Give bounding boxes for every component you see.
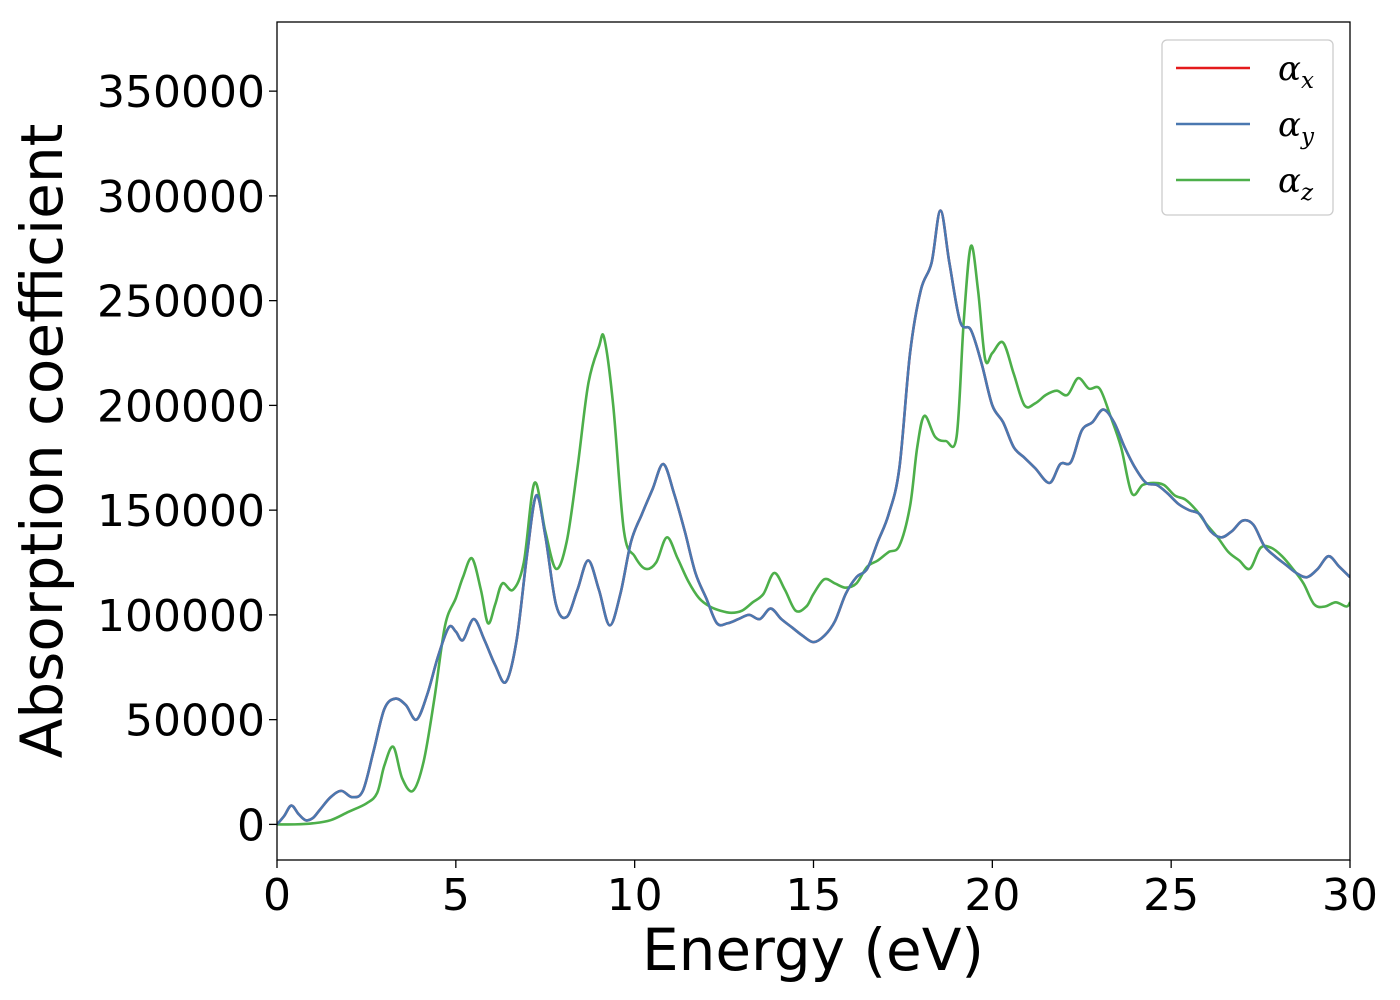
x-axis-ticks: 0 5 10 15 20 25 30	[263, 860, 1378, 921]
y-tick-label: 150000	[97, 486, 265, 537]
y-axis-ticks: 0 50000 100000 150000 200000 250000 300000 3500…	[97, 67, 277, 851]
x-tick-label: 25	[1143, 870, 1199, 921]
x-axis-title: Energy (eV)	[642, 916, 984, 984]
series-layer	[277, 209, 1350, 826]
legend-box	[1161, 39, 1334, 216]
legend-label-alpha-x: αx	[1278, 49, 1314, 94]
legend: αx αy αz	[1161, 39, 1334, 216]
x-tick-label: 20	[964, 870, 1020, 921]
y-tick-label: 50000	[125, 696, 265, 747]
y-tick-label: 200000	[97, 381, 265, 432]
x-tick-label: 15	[786, 870, 842, 921]
y-tick-label: 0	[237, 800, 265, 851]
y-tick-label: 100000	[97, 591, 265, 642]
series-line-alpha-z	[277, 244, 1350, 826]
y-tick-label: 350000	[97, 67, 265, 118]
series-line-alpha-y	[277, 209, 1350, 826]
x-tick-label: 10	[607, 870, 663, 921]
legend-label-alpha-y: αy	[1278, 105, 1315, 150]
legend-label-alpha-z: αz	[1278, 161, 1314, 206]
x-tick-label: 30	[1322, 870, 1378, 921]
y-tick-label: 300000	[97, 172, 265, 223]
x-tick-label: 0	[263, 870, 291, 921]
y-tick-label: 250000	[97, 277, 265, 328]
x-tick-label: 5	[442, 870, 470, 921]
y-axis-title: Absorption coefficient	[8, 124, 76, 759]
